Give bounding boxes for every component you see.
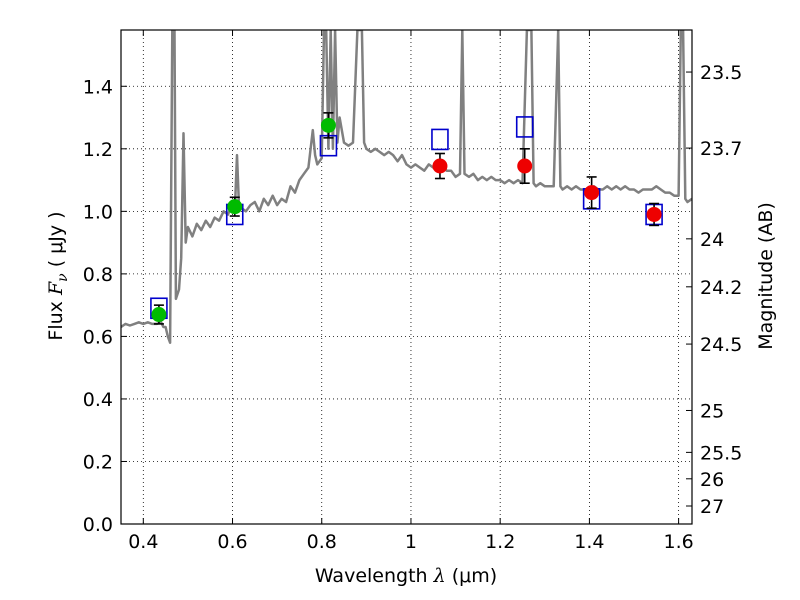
x-axis-title: Wavelength λ (μm) (315, 565, 497, 587)
model-box-4 (515, 116, 534, 138)
y-tick-label-1: 0.2 (83, 451, 113, 473)
y-axis-title-text: Flux (45, 295, 67, 341)
y-tick-label-0: 0.0 (83, 514, 113, 536)
y2-tick-label-5: 25 (700, 400, 724, 422)
red-point-1 (517, 158, 533, 174)
y2-axis-title: Magnitude (AB) (755, 202, 777, 350)
axis-ticks: 0.4 0.6 0.8 1 1.2 1.4 1.6 0.0 0.2 0.4 0.6 0.8 1.0 1.2… (83, 30, 742, 553)
y2-tick-label-7: 26 (700, 469, 724, 491)
red-point-2 (584, 185, 600, 201)
green-point-1 (227, 199, 243, 215)
y2-tick-label-3: 24.2 (700, 277, 742, 299)
y-axis-title-subscript: ν (55, 273, 71, 282)
y2-tick-label-0: 23.5 (700, 62, 742, 84)
red-point-3 (646, 206, 662, 222)
y2-tick-label-8: 27 (700, 496, 724, 518)
x-tick-label-6: 1.6 (664, 531, 694, 553)
x-tick-label-3: 1 (405, 531, 417, 553)
spectrum-line (121, 30, 692, 344)
red-point-0 (432, 158, 448, 174)
green-point-2 (320, 117, 336, 133)
y-tick-label-7: 1.4 (83, 76, 113, 98)
y-axis-title: Flux Fν ( μJy ) (45, 211, 71, 340)
photometry-series (151, 112, 662, 325)
spectrum-series (121, 30, 692, 344)
y-tick-label-2: 0.4 (83, 389, 113, 411)
x-axis-title-text: Wavelength (315, 565, 434, 587)
plot-frame (120, 29, 693, 525)
x-tick-label-4: 1.2 (485, 531, 515, 553)
x-axis-title-unit: (μm) (446, 565, 497, 587)
y2-tick-label-1: 23.7 (700, 138, 742, 160)
y-tick-label-4: 0.8 (83, 264, 113, 286)
x-tick-label-5: 1.4 (574, 531, 604, 553)
green-point-0 (151, 307, 167, 323)
model-box-series (150, 116, 663, 320)
y2-tick-label-4: 24.5 (700, 334, 742, 356)
y-tick-label-5: 1.0 (83, 201, 113, 223)
x-tick-label-0: 0.4 (128, 531, 158, 553)
grid-lines (121, 30, 692, 525)
y2-tick-label-2: 24 (700, 229, 724, 251)
y-tick-label-6: 1.2 (83, 139, 113, 161)
x-tick-label-1: 0.6 (217, 531, 247, 553)
y-axis-title-unit: ( μJy ) (45, 211, 67, 273)
x-axis-title-symbol: λ (433, 565, 446, 587)
y-tick-label-3: 0.6 (83, 326, 113, 348)
y2-tick-label-6: 25.5 (700, 442, 742, 464)
y-axis-title-symbol: F (45, 281, 67, 296)
model-box-3 (431, 128, 449, 151)
x-tick-label-2: 0.8 (307, 531, 337, 553)
